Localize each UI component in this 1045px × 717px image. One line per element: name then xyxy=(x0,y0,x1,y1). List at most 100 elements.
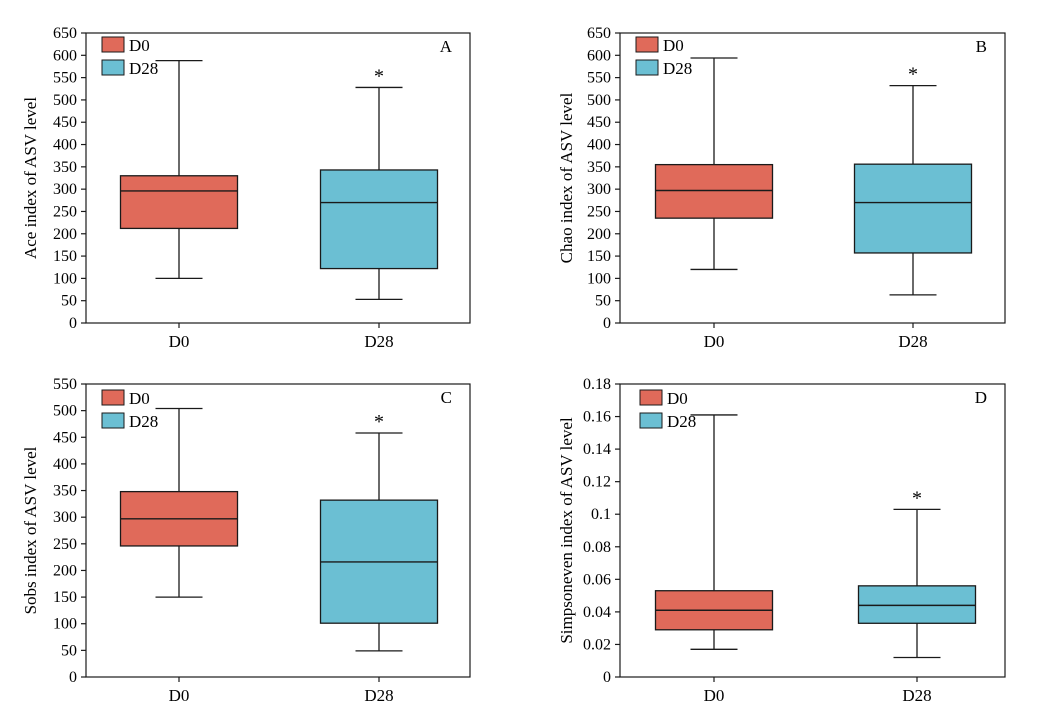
y-tick-label: 300 xyxy=(53,509,77,526)
y-axis-title: Ace index of ASV level xyxy=(21,97,40,259)
x-tick-label: D0 xyxy=(169,686,190,705)
legend-label-d28: D28 xyxy=(129,59,158,78)
y-tick-label: 600 xyxy=(53,47,77,64)
y-tick-label: 500 xyxy=(53,92,77,109)
legend-swatch-d0 xyxy=(635,36,659,53)
y-tick-label: 400 xyxy=(53,137,77,154)
box-d28: * xyxy=(319,411,439,652)
legend-label-d0: D0 xyxy=(667,389,688,408)
y-axis-title: Sobs index of ASV level xyxy=(21,446,40,614)
y-axis-title: Simpsoneven index of ASV level xyxy=(557,417,576,644)
y-tick-label: 450 xyxy=(587,114,611,131)
y-tick-label: 250 xyxy=(53,536,77,553)
legend-swatch-d28 xyxy=(639,412,663,429)
panel-b: 0 50 100 150 200 250 300 350 400 450 500 550 600 650 D… xyxy=(557,25,1006,351)
y-tick-label: 250 xyxy=(53,203,77,220)
legend-label-d28: D28 xyxy=(667,412,696,431)
y-tick-label: 0 xyxy=(603,669,611,686)
box-d0 xyxy=(119,407,239,598)
y-tick-label: 0.14 xyxy=(583,441,611,458)
x-tick-label: D28 xyxy=(898,332,927,351)
y-tick-label: 300 xyxy=(587,181,611,198)
y-tick-label: 200 xyxy=(587,226,611,243)
y-tick-label: 200 xyxy=(53,562,77,579)
y-tick-label: 350 xyxy=(53,159,77,176)
box-d0 xyxy=(119,60,239,280)
y-tick-label: 550 xyxy=(53,376,77,393)
y-tick-label: 400 xyxy=(587,137,611,154)
panel-letter: B xyxy=(976,37,987,56)
legend-swatch-d0 xyxy=(101,36,125,53)
y-tick-label: 150 xyxy=(53,589,77,606)
y-tick-label: 50 xyxy=(61,293,77,310)
significance-mark: * xyxy=(374,411,384,433)
iqr-box xyxy=(119,175,239,230)
y-tick-label: 0.18 xyxy=(583,376,611,393)
y-tick-label: 550 xyxy=(587,70,611,87)
y-tick-label: 150 xyxy=(53,248,77,265)
legend-swatch-d28 xyxy=(635,59,659,76)
box-d28: * xyxy=(853,64,973,296)
iqr-box xyxy=(857,585,977,624)
panel-letter: A xyxy=(440,37,453,56)
y-tick-label: 300 xyxy=(53,181,77,198)
y-tick-label: 250 xyxy=(587,203,611,220)
iqr-box xyxy=(319,169,439,270)
x-tick-label: D28 xyxy=(902,686,931,705)
y-tick-label: 50 xyxy=(61,642,77,659)
y-tick-label: 650 xyxy=(53,25,77,42)
x-tick-label: D28 xyxy=(364,332,393,351)
y-tick-label: 450 xyxy=(53,114,77,131)
y-tick-label: 100 xyxy=(53,270,77,287)
y-tick-label: 0.08 xyxy=(583,539,611,556)
iqr-box xyxy=(654,163,774,219)
legend-swatch-d28 xyxy=(101,59,125,76)
y-tick-label: 0 xyxy=(69,669,77,686)
y-tick-label: 500 xyxy=(53,403,77,420)
y-tick-label: 500 xyxy=(587,92,611,109)
y-tick-label: 0.1 xyxy=(591,506,611,523)
y-tick-label: 0.12 xyxy=(583,474,611,491)
legend-swatch-d0 xyxy=(101,389,125,406)
x-tick-label: D0 xyxy=(704,332,725,351)
legend-label-d28: D28 xyxy=(663,59,692,78)
y-tick-label: 450 xyxy=(53,429,77,446)
box-d28: * xyxy=(319,65,439,301)
y-tick-label: 650 xyxy=(587,25,611,42)
y-tick-label: 350 xyxy=(587,159,611,176)
y-tick-label: 0 xyxy=(603,315,611,332)
x-tick-label: D0 xyxy=(169,332,190,351)
iqr-box xyxy=(853,163,973,254)
y-tick-label: 0.06 xyxy=(583,571,611,588)
legend-label-d0: D0 xyxy=(129,36,150,55)
legend-label-d0: D0 xyxy=(129,389,150,408)
plot-frame xyxy=(85,32,471,324)
y-tick-label: 100 xyxy=(53,616,77,633)
y-tick-label: 350 xyxy=(53,483,77,500)
plot-frame xyxy=(619,32,1006,324)
legend-swatch-d0 xyxy=(639,389,663,406)
legend-swatch-d28 xyxy=(101,412,125,429)
y-tick-label: 0.16 xyxy=(583,409,611,426)
significance-mark: * xyxy=(912,487,922,509)
x-tick-label: D28 xyxy=(364,686,393,705)
legend-label-d28: D28 xyxy=(129,412,158,431)
plot-frame xyxy=(85,383,471,678)
box-d0 xyxy=(654,57,774,271)
y-tick-label: 200 xyxy=(53,226,77,243)
box-d28: * xyxy=(857,487,977,659)
y-axis-title: Chao index of ASV level xyxy=(557,92,576,263)
box-d0 xyxy=(654,414,774,650)
legend-label-d0: D0 xyxy=(663,36,684,55)
significance-mark: * xyxy=(374,65,384,87)
y-tick-label: 50 xyxy=(595,293,611,310)
y-tick-label: 0 xyxy=(69,315,77,332)
y-tick-label: 600 xyxy=(587,47,611,64)
y-tick-label: 400 xyxy=(53,456,77,473)
